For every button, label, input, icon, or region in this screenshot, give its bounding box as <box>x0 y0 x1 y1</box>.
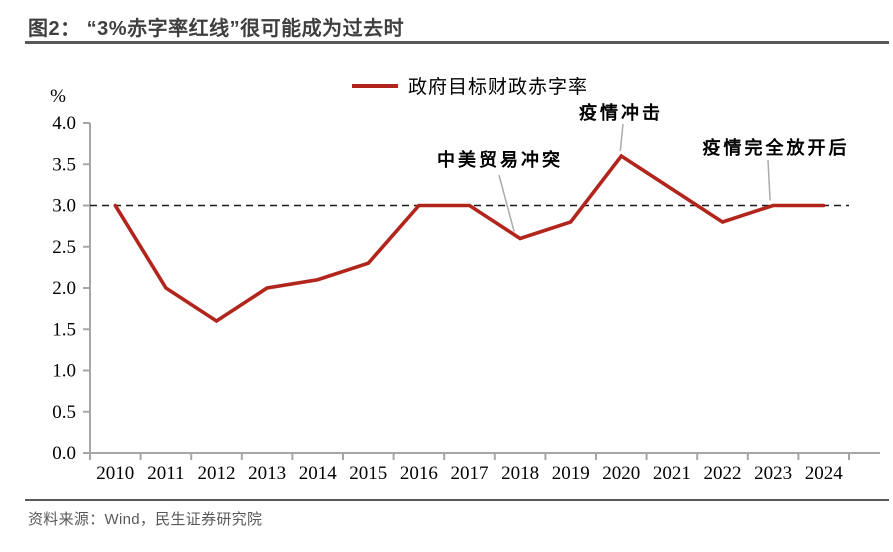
figure-title: 图2： “3%赤字率红线”很可能成为过去时 <box>28 18 405 40</box>
x-tick-label: 2014 <box>299 463 338 484</box>
x-tick-label: 2011 <box>147 463 184 484</box>
chart-legend: 政府目标财政赤字率 <box>90 72 850 99</box>
y-tick-label: 0.5 <box>52 402 76 423</box>
annotation-leader-line <box>498 174 515 232</box>
x-tick-label: 2012 <box>198 463 236 484</box>
y-tick-label: 3.5 <box>52 154 76 175</box>
x-tick-label: 2021 <box>653 463 691 484</box>
y-tick-label: 2.0 <box>52 278 76 299</box>
x-tick-label: 2015 <box>349 463 387 484</box>
deficit-rate-line <box>113 153 826 324</box>
annotation-label: 中美贸易冲突 <box>437 150 563 170</box>
x-tick-label: 2016 <box>400 463 438 484</box>
x-tick-label: 2018 <box>501 463 539 484</box>
annotation-label: 疫情冲击 <box>579 103 663 123</box>
footer-divider <box>25 499 889 501</box>
annotation-leader-line <box>619 123 624 152</box>
x-tick-label: 2020 <box>602 463 640 484</box>
y-tick-label: 4.0 <box>52 113 76 134</box>
x-tick-label: 2024 <box>805 463 844 484</box>
x-tick-label: 2022 <box>704 463 742 484</box>
y-tick-label: 0.0 <box>52 443 76 464</box>
title-divider <box>25 41 889 44</box>
source-note: 资料来源：Wind，民生证券研究院 <box>28 511 263 528</box>
x-tick-label: 2023 <box>754 463 792 484</box>
x-tick-label: 2010 <box>96 463 134 484</box>
x-tick-label: 2019 <box>552 463 590 484</box>
y-tick-label: 2.5 <box>52 237 76 258</box>
y-tick-label: 1.0 <box>52 361 76 382</box>
legend-series-label: 政府目标财政赤字率 <box>407 77 588 98</box>
annotation-leader-line <box>767 159 771 201</box>
y-axis-unit-label: % <box>50 86 66 107</box>
y-tick-label: 1.5 <box>52 319 76 340</box>
annotation-label: 疫情完全放开后 <box>702 138 850 158</box>
legend-line-swatch <box>351 83 398 88</box>
x-tick-label: 2017 <box>451 463 489 484</box>
x-tick-label: 2013 <box>248 463 286 484</box>
y-tick-label: 3.0 <box>52 196 76 217</box>
